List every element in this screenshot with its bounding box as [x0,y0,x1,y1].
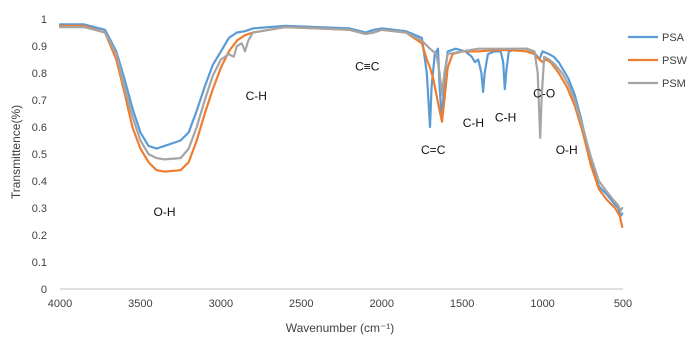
x-tick-label: 3000 [209,298,233,310]
legend-label-psa: PSA [662,32,685,44]
annotation-label: O-H [556,143,578,157]
y-tick-label: 0.1 [32,257,47,269]
x-tick-label: 2000 [369,298,393,310]
annotation-label: C-H [246,89,267,103]
series-line-psw [58,24,624,228]
annotation-label: C≡C [355,59,380,73]
y-tick-label: 1 [41,14,47,26]
x-axis-title: Wavenumber (cm⁻¹) [286,321,395,335]
annotation-label: C-O [533,86,555,100]
y-tick-label: 0.9 [32,41,47,53]
y-axis-title: Transmittence(%) [9,105,23,199]
y-axis-ticks: 0 0.1 0.2 0.3 0.4 0.5 0.6 0.7 0.8 0.9 1 [32,14,47,296]
y-tick-label: 0.3 [32,203,47,215]
y-tick-label: 0.4 [32,176,47,188]
x-tick-label: 1000 [530,298,554,310]
annotation-label: C-H [495,111,516,125]
annotation-label: O-H [154,205,176,219]
y-tick-label: 0.7 [32,95,47,107]
legend: PSA PSW PSM [628,32,688,90]
series-line-psa [58,23,624,218]
y-tick-label: 0.5 [32,149,47,161]
annotations: O-H C-H C≡C C=C C-H C-H C-O O-H [154,59,578,219]
y-tick-label: 0.6 [32,122,47,134]
x-tick-label: 500 [614,298,632,310]
annotation-label: C-H [463,116,484,130]
y-tick-label: 0.8 [32,68,47,80]
x-tick-label: 1500 [450,298,474,310]
x-tick-label: 2500 [289,298,313,310]
x-tick-label: 3500 [128,298,152,310]
x-tick-label: 4000 [48,298,72,310]
series-lines [58,23,624,228]
series-line-psm [58,26,624,212]
annotation-label: C=C [421,143,446,157]
y-tick-label: 0.2 [32,230,47,242]
legend-label-psw: PSW [662,55,688,67]
legend-label-psm: PSM [662,78,686,90]
y-tick-label: 0 [41,284,47,296]
x-axis-ticks: 4000 3500 3000 2500 2000 1500 1000 500 [48,298,632,310]
